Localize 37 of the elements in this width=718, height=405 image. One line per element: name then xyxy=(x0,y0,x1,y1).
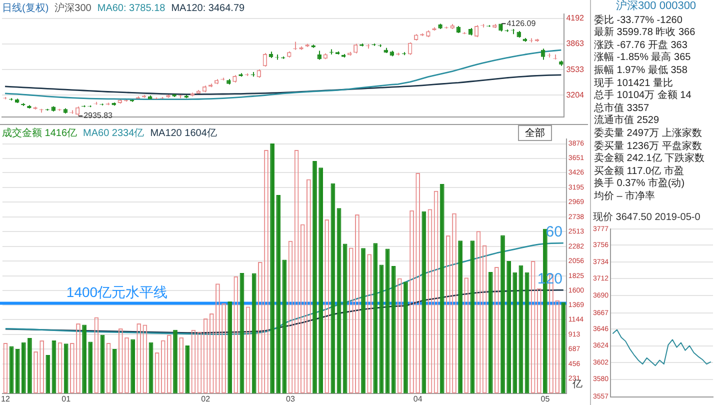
text: 总手 10104万 金额 14 xyxy=(594,90,692,102)
y-tick-label: 3533 xyxy=(566,64,585,74)
chart-subtitle: 沪深300 xyxy=(54,3,92,14)
ref-line-label: 1400亿元水平线 xyxy=(66,284,168,300)
text: 总市值 3357 xyxy=(594,102,650,114)
text: MA60: 3785.18 xyxy=(97,3,166,14)
y-tick-label: 4192 xyxy=(566,14,585,23)
x-tick-label: 01 xyxy=(62,394,72,404)
y-tick-label: 3863 xyxy=(566,39,585,48)
dropdown-field: 全部 xyxy=(518,125,552,141)
text: 均价 – 市净率 xyxy=(594,190,656,204)
text: 最新 3599.78 昨收 366 xyxy=(594,27,696,40)
text: MA120: 3464.79 xyxy=(171,3,245,14)
text: MA120 1604亿 xyxy=(150,128,217,139)
text: 委卖量 2497万 上涨家数 xyxy=(594,128,703,140)
text: 振幅 1.97% 最低 358 xyxy=(594,64,688,78)
x-tick-label: 12 xyxy=(1,394,10,404)
text: 涨跌 -67.76 开盘 363 xyxy=(594,40,688,52)
y-tick-label: 3204 xyxy=(566,90,585,100)
text: 委比 -33.77% -1260 xyxy=(594,14,684,26)
x-tick-label: 03 xyxy=(286,394,296,404)
text: 卖金额 242.1亿 下跌家数 xyxy=(594,153,706,166)
chart-title: 日线(复权) xyxy=(2,3,49,14)
x-tick-label: 04 xyxy=(413,394,423,404)
text: 涨幅 -1.85% 最高 365 xyxy=(594,52,692,65)
text: 买金额 117.0亿 市盈 xyxy=(594,166,685,178)
text: 流通市值 2529 xyxy=(594,115,660,128)
x-tick-label: 05 xyxy=(540,394,550,404)
annotation: 4126.09 xyxy=(506,18,536,28)
x-tick-label: 02 xyxy=(201,394,211,404)
text: 委买量 1236万 平盘家数 xyxy=(594,140,703,152)
text: 换手 0.37% 市盈(动) xyxy=(594,178,686,190)
text: MA60 2334亿 xyxy=(83,128,144,139)
text: 成交金额 1416亿 xyxy=(2,128,78,139)
annotation: 2935.83 xyxy=(84,111,114,120)
chart-title: 现价 3647.50 2019-05-0 xyxy=(592,211,702,223)
text: 现手 101421 量比 xyxy=(594,78,674,90)
